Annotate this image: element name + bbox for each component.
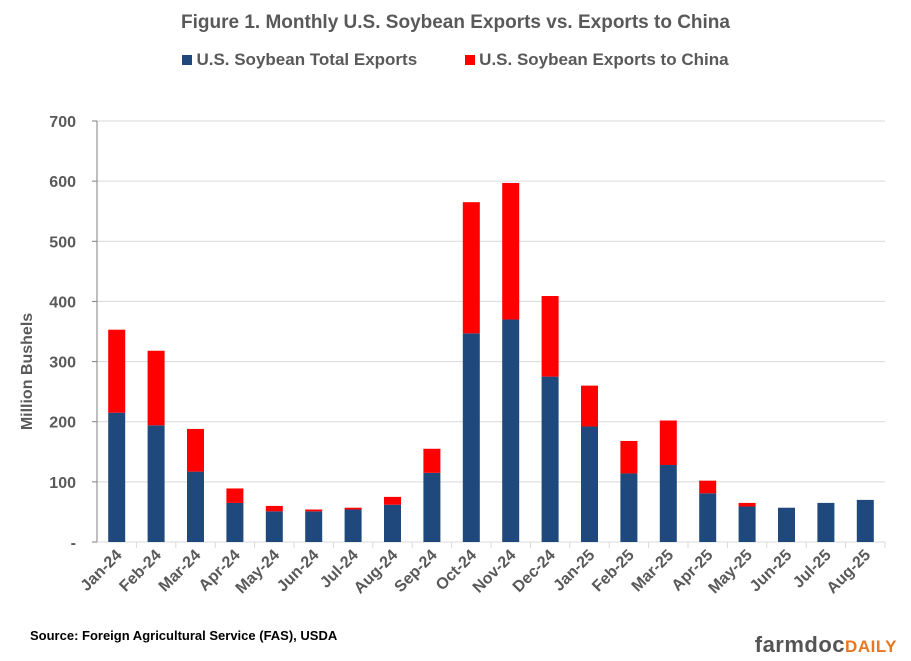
bar-total-Feb-24	[147, 425, 165, 542]
bar-china-Dec-24	[541, 296, 559, 377]
bar-china-Feb-24	[147, 350, 165, 426]
legend-label-china: U.S. Soybean Exports to China	[479, 50, 729, 69]
bar-total-Jan-25	[581, 426, 598, 542]
bar-total-Jul-24	[344, 509, 362, 542]
y-tick-label: 500	[49, 234, 76, 251]
legend-label-total: U.S. Soybean Total Exports	[196, 50, 418, 69]
bar-total-Jun-24	[305, 511, 323, 542]
legend-swatch-total	[182, 55, 193, 65]
farmdoc-daily-logo: farmdocDAILY	[754, 632, 897, 657]
y-tick-label: 700	[49, 114, 76, 131]
x-tick-label: Jan-24	[78, 547, 126, 595]
x-tick-label: Aug-25	[824, 547, 874, 597]
bar-total-Mar-25	[659, 465, 677, 542]
y-tick-label: 400	[49, 294, 76, 311]
x-tick-label: Jan-25	[550, 547, 598, 595]
y-tick-label: 300	[49, 355, 76, 372]
legend: U.S. Soybean Total Exports U.S. Soybean …	[0, 50, 911, 70]
source-note: Source: Foreign Agricultural Service (FA…	[30, 628, 338, 643]
bar-total-Aug-24	[384, 504, 401, 542]
bar-total-Aug-25	[856, 499, 874, 542]
bar-china-May-24	[265, 505, 283, 512]
bar-china-Apr-25	[699, 480, 717, 494]
bar-total-Oct-24	[462, 333, 480, 542]
bar-china-Mar-24	[187, 428, 204, 472]
bar-china-Nov-24	[502, 182, 520, 320]
x-tick-label: Sep-24	[392, 547, 441, 596]
x-tick-label: Aug-24	[351, 547, 401, 597]
bar-china-Jul-24	[344, 507, 362, 510]
y-axis-label: Million Bushels	[19, 313, 36, 430]
x-tick-label: Dec-24	[510, 547, 559, 596]
bar-total-May-24	[265, 511, 283, 542]
x-tick-label: Jun-24	[274, 547, 323, 596]
x-tick-label: Feb-25	[589, 547, 638, 596]
x-tick-label: Jun-25	[747, 547, 796, 596]
y-tick-label: -	[71, 535, 76, 552]
bar-total-Jan-24	[108, 412, 126, 542]
bar-china-Apr-24	[226, 488, 244, 503]
bar-china-Feb-25	[620, 440, 638, 474]
bar-china-Sep-24	[423, 448, 441, 473]
bar-total-Apr-25	[699, 493, 717, 542]
y-tick-label: 200	[49, 415, 76, 432]
bar-china-May-25	[738, 502, 756, 507]
bar-total-Nov-24	[502, 319, 520, 542]
y-tick-label: 600	[49, 174, 76, 191]
legend-swatch-china	[465, 55, 476, 65]
bar-total-Feb-25	[620, 473, 638, 542]
bar-total-Dec-24	[541, 376, 559, 542]
chart-title: Figure 1. Monthly U.S. Soybean Exports v…	[181, 12, 730, 33]
bar-china-Oct-24	[462, 202, 480, 334]
bar-total-Apr-24	[226, 502, 244, 542]
bar-total-May-25	[738, 506, 756, 542]
bar-total-Jun-25	[778, 507, 795, 542]
bar-china-Jan-24	[108, 329, 126, 413]
legend-item-total: U.S. Soybean Total Exports	[182, 50, 417, 70]
bar-china-Mar-25	[659, 420, 677, 466]
x-tick-label: Feb-24	[116, 547, 165, 596]
bar-china-Aug-24	[384, 496, 401, 505]
x-tick-label: May-24	[233, 547, 283, 597]
x-tick-label: Mar-25	[629, 547, 678, 596]
bar-total-Mar-24	[187, 471, 204, 542]
x-tick-label: Mar-24	[156, 547, 205, 596]
legend-item-china: U.S. Soybean Exports to China	[465, 50, 729, 70]
bar-total-Sep-24	[423, 472, 441, 542]
bar-total-Jul-25	[817, 502, 835, 542]
y-tick-label: 100	[49, 475, 76, 492]
x-tick-label: May-25	[706, 547, 756, 597]
x-tick-label: Nov-24	[470, 547, 520, 597]
bar-china-Jan-25	[581, 385, 598, 427]
bar-china-Jun-24	[305, 509, 323, 512]
